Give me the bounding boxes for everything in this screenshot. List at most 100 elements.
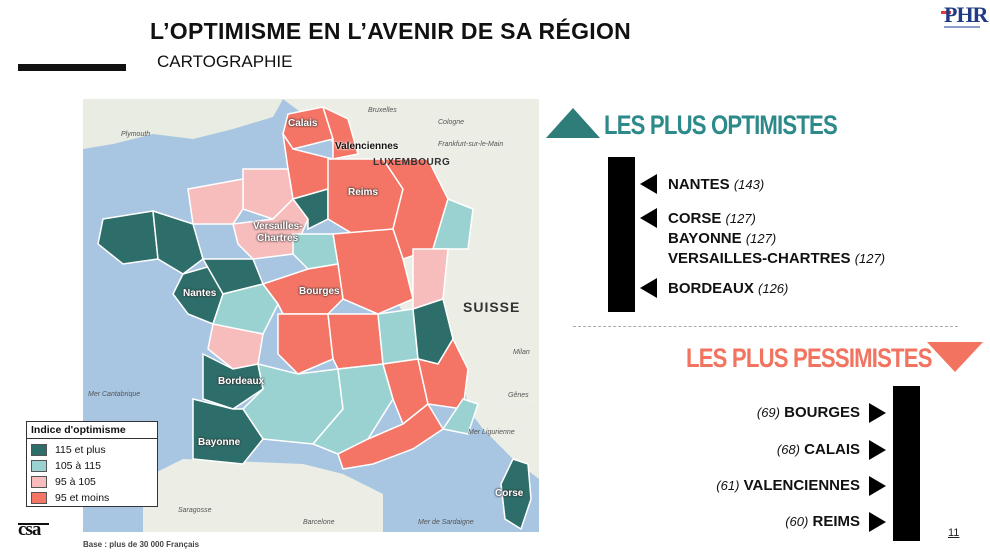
map-label-reims: Reims	[348, 187, 379, 198]
optimist-bayonne: BAYONNE (127)	[668, 230, 776, 247]
region-perpignan	[337, 402, 445, 470]
map-label-bordeaux: Bordeaux	[218, 376, 265, 387]
down-triangle-icon	[927, 342, 983, 372]
city-score: (69)	[756, 405, 780, 420]
map-label-bayonne: Bayonne	[198, 437, 241, 448]
arrow-right-icon	[869, 403, 886, 423]
region-map: Plymouth Bruxelles Cologne Frankfurt-sur…	[83, 99, 539, 532]
logo-plus-mark	[941, 11, 951, 14]
legend-item: 95 et moins	[31, 490, 153, 506]
arrow-left-icon	[640, 208, 657, 228]
city-score: (127)	[854, 251, 886, 266]
page-title: L’OPTIMISME EN L’AVENIR DE SA RÉGION	[150, 18, 632, 44]
city-name: VERSAILLES-CHARTRES	[668, 250, 851, 267]
pessimist-bourges: (69) BOURGES	[757, 404, 860, 421]
pessimist-valenciennes: (61) VALENCIENNES	[716, 477, 860, 494]
legend-swatch	[31, 492, 47, 504]
city-score: (126)	[758, 281, 789, 296]
section-divider	[573, 326, 958, 327]
city-name: BOURGES	[784, 404, 860, 421]
city-name: CALAIS	[804, 441, 860, 458]
region-normandy-2	[187, 178, 244, 225]
map-label-chartres: Chartres	[257, 233, 299, 244]
city-score: (68)	[776, 442, 800, 457]
region-alsace	[431, 197, 474, 250]
map-bg-mer-ligurienne: Mer Ligurienne	[468, 429, 515, 436]
arrow-right-icon	[869, 440, 886, 460]
legend-swatch	[31, 476, 47, 488]
map-bg-saragosse: Saragosse	[178, 507, 212, 514]
region-brittany-east	[152, 209, 204, 275]
legend-item: 105 à 115	[31, 458, 153, 474]
pessimist-calais: (68) CALAIS	[777, 441, 860, 458]
city-name: REIMS	[812, 513, 860, 530]
map-label-versailles: Versailles-	[253, 221, 303, 232]
pessimist-reims: (60) REIMS	[785, 513, 860, 530]
region-nice	[441, 398, 479, 435]
map-label-bourges: Bourges	[299, 286, 340, 297]
region-paris	[291, 188, 329, 231]
region-limousin	[277, 313, 334, 375]
pessimists-heading: LES PLUS PESSIMISTES	[686, 343, 932, 373]
region-corse	[500, 458, 532, 531]
title-underline	[18, 64, 126, 71]
legend-label: 115 et plus	[55, 444, 106, 456]
city-score: (143)	[733, 177, 765, 192]
region-bourges	[261, 263, 344, 315]
legend-swatch	[31, 444, 47, 456]
optimist-versailles-chartres: VERSAILLES-CHARTRES (127)	[668, 250, 885, 267]
city-score: (127)	[745, 231, 777, 246]
map-label-calais: Calais	[288, 118, 318, 129]
map-bg-cantabrique: Mer Cantabrique	[88, 391, 141, 398]
map-bg-mer-sardaigne: Mer de Sardaigne	[418, 519, 474, 526]
map-bg-bruxelles: Bruxelles	[368, 107, 397, 114]
arrow-right-icon	[869, 512, 886, 532]
land-italy	[463, 374, 539, 479]
map-bg-suisse: SUISSE	[463, 299, 521, 315]
map-legend: Indice d'optimisme 115 et plus 105 à 115…	[26, 421, 158, 507]
arrow-left-icon	[640, 278, 657, 298]
land-uk	[83, 99, 283, 149]
map-bg-frankfurt: Frankfurt-sur-le-Main	[438, 141, 504, 148]
map-label-nantes: Nantes	[183, 288, 217, 299]
region-franche	[412, 248, 449, 311]
optimist-nantes: NANTES (143)	[668, 176, 764, 193]
pessimists-bar	[893, 386, 920, 541]
map-bg-plymouth: Plymouth	[121, 131, 151, 138]
region-bayonne	[192, 398, 264, 465]
csa-logo: csa	[18, 519, 41, 540]
legend-swatch	[31, 460, 47, 472]
map-bg-milan: Milan	[513, 349, 530, 356]
city-score: (61)	[716, 478, 740, 493]
legend-label: 95 et moins	[55, 492, 110, 504]
optimists-bar	[608, 157, 635, 312]
map-bg-cologne: Cologne	[438, 119, 465, 126]
arrow-left-icon	[640, 174, 657, 194]
optimists-heading: LES PLUS OPTIMISTES	[604, 110, 838, 140]
map-label-corse: Corse	[495, 488, 524, 499]
legend-label: 95 à 105	[55, 476, 96, 488]
city-name: CORSE	[668, 210, 722, 227]
region-auvergne	[327, 313, 384, 370]
page-number: 11	[948, 527, 960, 539]
city-score: (60)	[785, 514, 809, 529]
phr-logo: PHR	[941, 2, 988, 32]
legend-label: 105 à 115	[55, 460, 101, 472]
land-spain	[143, 459, 383, 532]
city-name: NANTES	[668, 176, 730, 193]
phr-logo-text: PHR	[944, 2, 988, 27]
region-calais	[282, 106, 334, 150]
optimist-bordeaux: BORDEAUX (126)	[668, 280, 788, 297]
legend-item: 95 à 105	[31, 474, 153, 490]
page-subtitle: CARTOGRAPHIE	[157, 52, 293, 71]
map-label-valenciennes: Valenciennes	[335, 141, 399, 152]
up-triangle-icon	[546, 108, 600, 138]
region-valenciennes	[321, 105, 359, 160]
region-centre-east	[292, 233, 339, 270]
city-name: BORDEAUX	[668, 280, 754, 297]
region-brittany-west	[97, 210, 159, 265]
map-svg	[83, 99, 539, 532]
map-bg-luxembourg: LUXEMBOURG	[373, 157, 451, 168]
map-bg-genes: Gênes	[508, 392, 529, 399]
optimist-corse: CORSE (127)	[668, 210, 756, 227]
